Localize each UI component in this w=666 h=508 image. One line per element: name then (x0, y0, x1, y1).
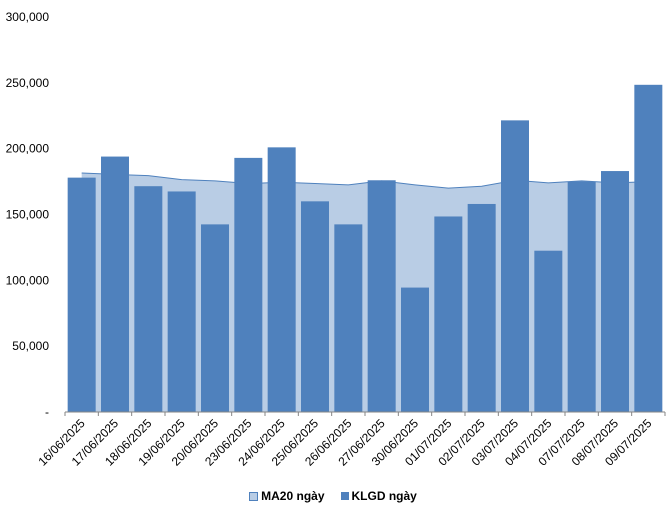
y-tick-label: 200,000 (6, 142, 50, 156)
ma20-area-layer (81, 172, 649, 412)
y-tick-label: 300,000 (6, 10, 50, 24)
bar-30/06/2025 (401, 287, 429, 412)
y-tick-label: 150,000 (6, 208, 50, 222)
legend: MA20 ngày KLGD ngày (0, 489, 666, 503)
bar-16/06/2025 (67, 177, 96, 412)
bar-19/06/2025 (167, 191, 196, 412)
bar-27/06/2025 (367, 180, 396, 412)
bar-09/07/2025 (634, 84, 663, 412)
bar-25/06/2025 (301, 201, 329, 412)
bar-03/07/2025 (501, 120, 529, 412)
axis-layer (64, 411, 666, 416)
bar-26/06/2025 (334, 224, 363, 412)
legend-label-klgd: KLGD ngày (351, 489, 417, 503)
y-tick-label: 50,000 (12, 339, 49, 353)
y-tick-label: 250,000 (6, 76, 50, 90)
bar-02/07/2025 (467, 203, 496, 412)
ma20-area (81, 173, 649, 412)
bar-23/06/2025 (234, 157, 263, 412)
bar-layer (67, 84, 663, 412)
bar-04/07/2025 (534, 250, 563, 412)
bar-01/07/2025 (434, 216, 463, 412)
bar-18/06/2025 (134, 186, 163, 412)
legend-item-ma20: MA20 ngày (249, 489, 325, 503)
x-tick-layer: 16/06/202517/06/202518/06/202519/06/2025… (35, 416, 654, 469)
bar-08/07/2025 (601, 171, 629, 412)
ma20-line (81, 172, 649, 189)
y-tick-label: - (45, 405, 49, 419)
legend-item-klgd: KLGD ngày (340, 489, 417, 503)
y-tick-layer: - 50,000 100,000 150,000 200,000 250,000 300,0… (6, 10, 50, 419)
bar-07/07/2025 (567, 181, 596, 412)
legend-swatch-klgd (340, 492, 349, 500)
bar-20/06/2025 (201, 224, 229, 412)
legend-swatch-ma20 (249, 491, 259, 501)
y-tick-label: 100,000 (6, 273, 50, 287)
legend-label-ma20: MA20 ngày (261, 489, 325, 503)
bar-24/06/2025 (267, 147, 296, 412)
bar-17/06/2025 (101, 156, 129, 412)
